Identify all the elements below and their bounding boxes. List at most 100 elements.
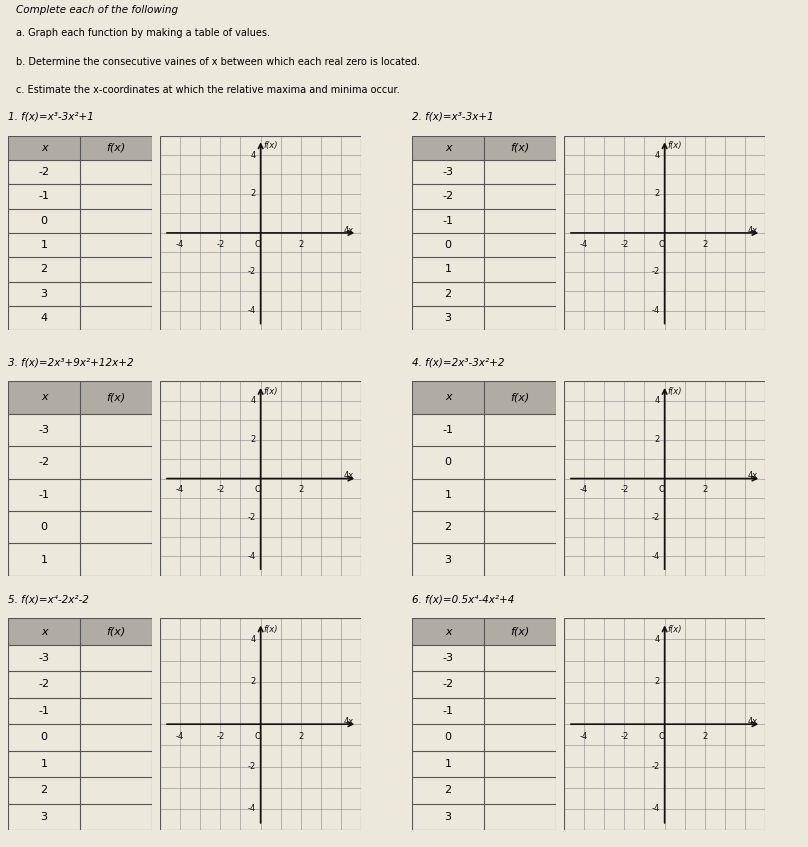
Text: 3: 3 bbox=[40, 811, 48, 822]
Text: 0: 0 bbox=[444, 733, 452, 743]
Text: 2: 2 bbox=[702, 732, 708, 740]
Text: -2: -2 bbox=[217, 732, 225, 740]
Bar bbox=[8, 381, 153, 413]
Text: f(x): f(x) bbox=[107, 142, 126, 152]
Text: -2: -2 bbox=[39, 679, 50, 689]
Text: 2: 2 bbox=[654, 190, 659, 198]
Text: O: O bbox=[659, 240, 665, 249]
Text: -2: -2 bbox=[621, 240, 629, 249]
Text: -4: -4 bbox=[580, 240, 588, 249]
Text: 4x: 4x bbox=[747, 471, 757, 480]
Text: -4: -4 bbox=[247, 805, 255, 813]
Text: f(x): f(x) bbox=[263, 624, 278, 634]
Bar bbox=[412, 136, 557, 160]
Text: -3: -3 bbox=[443, 653, 453, 663]
Text: 3. f(x)=2x³+9x²+12x+2: 3. f(x)=2x³+9x²+12x+2 bbox=[8, 357, 133, 367]
Bar bbox=[8, 618, 153, 645]
Text: -3: -3 bbox=[39, 653, 49, 663]
Text: -4: -4 bbox=[247, 552, 255, 561]
Text: f(x): f(x) bbox=[107, 627, 126, 637]
Text: 4: 4 bbox=[250, 151, 255, 159]
Text: 4: 4 bbox=[654, 396, 659, 405]
Text: 2: 2 bbox=[444, 523, 452, 532]
Text: -2: -2 bbox=[651, 268, 659, 276]
Text: 4x: 4x bbox=[343, 471, 353, 480]
Text: -4: -4 bbox=[176, 485, 184, 495]
Text: -4: -4 bbox=[580, 732, 588, 740]
Text: -2: -2 bbox=[217, 485, 225, 495]
Text: 3: 3 bbox=[444, 555, 452, 565]
Text: x: x bbox=[41, 142, 48, 152]
Text: 1: 1 bbox=[40, 555, 48, 565]
Text: 4: 4 bbox=[40, 313, 48, 324]
Text: 2. f(x)=x³-3x+1: 2. f(x)=x³-3x+1 bbox=[412, 112, 494, 121]
Text: 4: 4 bbox=[250, 635, 255, 644]
Text: -2: -2 bbox=[443, 191, 454, 202]
Text: 0: 0 bbox=[40, 216, 48, 226]
Text: 2: 2 bbox=[654, 678, 659, 686]
Text: x: x bbox=[445, 142, 452, 152]
Text: -2: -2 bbox=[247, 268, 255, 276]
Text: 2: 2 bbox=[444, 785, 452, 795]
Text: f(x): f(x) bbox=[263, 387, 278, 396]
Text: 4. f(x)=2x³-3x²+2: 4. f(x)=2x³-3x²+2 bbox=[412, 357, 504, 367]
Text: 4x: 4x bbox=[343, 225, 353, 235]
Text: 1: 1 bbox=[40, 240, 48, 250]
Text: f(x): f(x) bbox=[263, 141, 278, 151]
Text: O: O bbox=[255, 485, 261, 495]
Text: 4x: 4x bbox=[343, 717, 353, 726]
Text: -2: -2 bbox=[217, 240, 225, 249]
Text: -4: -4 bbox=[651, 552, 659, 561]
Text: 2: 2 bbox=[250, 190, 255, 198]
Text: f(x): f(x) bbox=[667, 387, 682, 396]
Text: -2: -2 bbox=[651, 762, 659, 771]
Text: -2: -2 bbox=[621, 485, 629, 495]
Bar bbox=[412, 381, 557, 413]
Text: Complete each of the following: Complete each of the following bbox=[16, 5, 179, 15]
Text: -1: -1 bbox=[39, 706, 49, 716]
Text: x: x bbox=[41, 627, 48, 637]
Text: 2: 2 bbox=[298, 240, 304, 249]
Text: 2: 2 bbox=[654, 435, 659, 444]
Text: b. Determine the consecutive vaines of x between which each real zero is located: b. Determine the consecutive vaines of x… bbox=[16, 57, 420, 67]
Text: -2: -2 bbox=[621, 732, 629, 740]
Text: x: x bbox=[41, 392, 48, 402]
Text: 2: 2 bbox=[40, 785, 48, 795]
Text: x: x bbox=[445, 627, 452, 637]
Text: O: O bbox=[255, 732, 261, 740]
Text: x: x bbox=[445, 392, 452, 402]
Text: 4x: 4x bbox=[747, 717, 757, 726]
Text: a. Graph each function by making a table of values.: a. Graph each function by making a table… bbox=[16, 29, 270, 38]
Text: 0: 0 bbox=[444, 457, 452, 468]
Text: 6. f(x)=0.5x⁴-4x²+4: 6. f(x)=0.5x⁴-4x²+4 bbox=[412, 595, 515, 604]
Text: 1. f(x)=x³-3x²+1: 1. f(x)=x³-3x²+1 bbox=[8, 112, 94, 121]
Text: f(x): f(x) bbox=[511, 627, 530, 637]
Text: -2: -2 bbox=[651, 513, 659, 522]
Bar bbox=[412, 618, 557, 645]
Text: O: O bbox=[659, 732, 665, 740]
Text: -2: -2 bbox=[39, 167, 50, 177]
Text: 2: 2 bbox=[702, 485, 708, 495]
Text: f(x): f(x) bbox=[511, 142, 530, 152]
Text: -4: -4 bbox=[176, 240, 184, 249]
Text: 3: 3 bbox=[444, 811, 452, 822]
Text: 3: 3 bbox=[40, 289, 48, 299]
Text: 5. f(x)=x⁴-2x²-2: 5. f(x)=x⁴-2x²-2 bbox=[8, 595, 89, 604]
Text: 4x: 4x bbox=[747, 225, 757, 235]
Text: -4: -4 bbox=[247, 307, 255, 315]
Text: 0: 0 bbox=[40, 733, 48, 743]
Text: -4: -4 bbox=[580, 485, 588, 495]
Text: 2: 2 bbox=[40, 264, 48, 274]
Text: -1: -1 bbox=[443, 425, 453, 435]
Text: 4: 4 bbox=[654, 151, 659, 159]
Text: 1: 1 bbox=[444, 490, 452, 500]
Text: -1: -1 bbox=[443, 706, 453, 716]
Text: 1: 1 bbox=[444, 759, 452, 769]
Text: 2: 2 bbox=[444, 289, 452, 299]
Text: -2: -2 bbox=[247, 762, 255, 771]
Text: 0: 0 bbox=[40, 523, 48, 532]
Text: f(x): f(x) bbox=[667, 141, 682, 151]
Text: -2: -2 bbox=[247, 513, 255, 522]
Text: f(x): f(x) bbox=[511, 392, 530, 402]
Text: 2: 2 bbox=[702, 240, 708, 249]
